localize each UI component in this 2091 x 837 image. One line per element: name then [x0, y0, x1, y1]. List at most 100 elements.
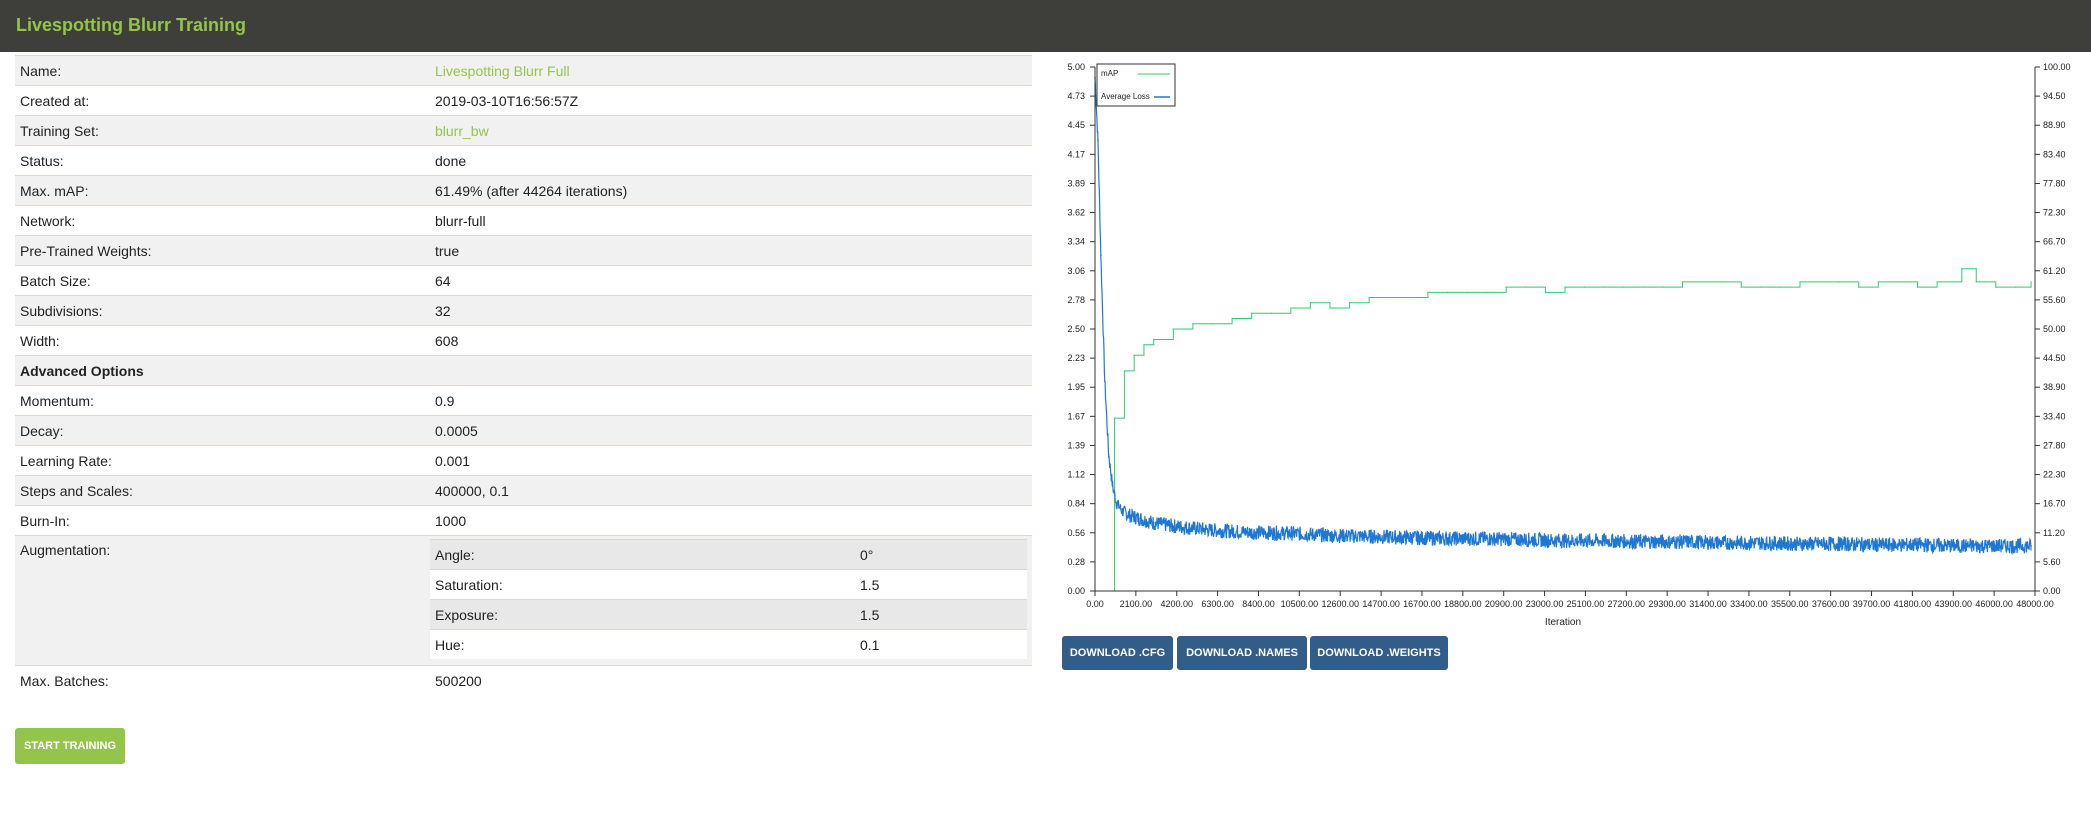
detail-key: Burn-In: [15, 505, 430, 536]
series-map-point [1505, 286, 1507, 288]
advanced-options-row: Advanced Options [15, 355, 1032, 386]
series-loss-line [1094, 77, 2032, 556]
y-right-tick-label: 77.80 [2043, 178, 2066, 188]
aug-key: Hue: [430, 629, 855, 659]
series-loss-point [1152, 522, 1155, 524]
aug-key: Saturation: [430, 569, 855, 600]
series-loss-point [1838, 543, 1840, 545]
series-map-point [1760, 286, 1762, 288]
series-map-point [1348, 302, 1351, 304]
series-loss-point [1192, 527, 1194, 529]
download-weights-button[interactable]: DOWNLOAD .WEIGHTS [1310, 636, 1448, 670]
y-right-tick-label: 22.30 [2043, 470, 2066, 480]
detail-key: Momentum: [15, 385, 430, 416]
detail-value: blurr-full [430, 205, 1032, 236]
training-chart-svg: 0.00 0.28 0.56 0.84 1.12 1.39 1.67 1.95 2.23 2.50… [1067, 62, 2070, 628]
series-map-point [1466, 291, 1468, 293]
y-right-tick-label: 44.50 [2043, 353, 2066, 363]
x-tick-label: 8400.00 [1242, 599, 1275, 609]
y-left-tick-label: 3.62 [1067, 208, 1085, 218]
series-loss-point [1115, 502, 1118, 504]
series-loss-point [1129, 514, 1132, 517]
aug-row-exposure: Exposure: 1.5 [430, 599, 1027, 630]
series-map-point [1623, 286, 1625, 288]
x-tick-label: 43900.00 [1934, 599, 1972, 609]
detail-row-subdivisions: Subdivisions: 32 [15, 295, 1032, 326]
series-map-point [1721, 281, 1723, 283]
detail-row-pretrained: Pre-Trained Weights: true [15, 235, 1032, 266]
y-left-tick-label: 1.12 [1067, 470, 1085, 480]
download-cfg-button[interactable]: DOWNLOAD .CFG [1062, 636, 1173, 670]
x-tick-label: 41800.00 [1894, 599, 1932, 609]
detail-row-max-batches: Max. Batches: 500200 [15, 665, 1032, 695]
series-map-point [1446, 291, 1449, 293]
detail-row-status: Status: done [15, 145, 1032, 176]
y-left-tick-label: 3.89 [1067, 178, 1085, 188]
detail-row-name: Name: Livespotting Blurr Full [15, 55, 1032, 86]
detail-key: Max. Batches: [15, 665, 430, 695]
series-map-point [1388, 296, 1390, 299]
aug-key: Exposure: [430, 599, 855, 630]
legend-label-map: mAP [1101, 69, 1118, 78]
x-tick-label: 20900.00 [1485, 599, 1523, 609]
series-loss-point [1290, 532, 1292, 535]
x-tick-label: 16700.00 [1403, 599, 1441, 609]
detail-row-width: Width: 608 [15, 325, 1032, 356]
y-left-tick-label: 4.45 [1067, 120, 1085, 130]
download-names-button[interactable]: DOWNLOAD .NAMES [1177, 636, 1307, 670]
y-left-tick-label: 1.95 [1067, 382, 1085, 392]
legend-label-loss: Average Loss [1101, 92, 1150, 101]
series-loss-point [1368, 535, 1370, 538]
detail-key: Width: [15, 325, 430, 356]
series-loss-point [1139, 517, 1141, 520]
series-loss-point [1111, 485, 1114, 488]
series-map-point [1133, 354, 1135, 356]
detail-key: Steps and Scales: [15, 475, 430, 506]
detail-row-learning-rate: Learning Rate: 0.001 [15, 445, 1032, 476]
series-map-point [1916, 286, 1919, 288]
series-map-point [1838, 281, 1840, 283]
y-left-tick-label: 3.06 [1067, 266, 1085, 276]
series-loss-point [1485, 537, 1488, 540]
series-map-point [1564, 286, 1566, 288]
series-map-point [1251, 312, 1253, 314]
detail-key: Created at: [15, 85, 430, 116]
detail-key: Decay: [15, 415, 430, 446]
series-map-point [1877, 281, 1879, 283]
detail-row-network: Network: blurr-full [15, 205, 1032, 236]
x-tick-label: 48000.00 [2016, 599, 2054, 609]
detail-key: Status: [15, 145, 430, 176]
series-map-point [1113, 417, 1116, 419]
detail-row-training-set: Training Set: blurr_bw [15, 115, 1032, 146]
y-right-tick-label: 72.30 [2043, 208, 2066, 218]
x-tick-label: 33400.00 [1730, 599, 1768, 609]
x-tick-label: 27200.00 [1608, 599, 1646, 609]
detail-key: Batch Size: [15, 265, 430, 296]
y-right-tick-label: 55.60 [2043, 295, 2066, 305]
detail-key: Max. mAP: [15, 175, 430, 206]
series-loss-point [1955, 545, 1958, 547]
series-map-point [1961, 268, 1963, 270]
network-name-link[interactable]: Livespotting Blurr Full [435, 62, 570, 79]
aug-value: 1.5 [855, 599, 1027, 630]
start-training-button[interactable]: START TRAINING [15, 728, 125, 764]
series-map-point [1192, 323, 1194, 325]
series-map-point [1123, 370, 1125, 372]
detail-key: Augmentation: [15, 535, 430, 666]
series-map-point [1525, 286, 1527, 288]
detail-key: Training Set: [15, 115, 430, 146]
y-left-tick-label: 4.73 [1067, 91, 1085, 101]
y-right-tick-label: 61.20 [2043, 266, 2066, 276]
y-left-tick-label: 0.56 [1067, 528, 1085, 538]
y-left-tick-label: 0.00 [1067, 586, 1085, 596]
y-right-tick-label: 38.90 [2043, 382, 2066, 392]
detail-key: Pre-Trained Weights: [15, 235, 430, 266]
x-tick-label: 37600.00 [1812, 599, 1850, 609]
detail-value: 0.001 [430, 445, 1032, 476]
series-loss-point [1916, 544, 1919, 546]
x-tick-label: 25100.00 [1567, 599, 1605, 609]
series-map-point [1270, 312, 1272, 314]
series-loss-point [1564, 539, 1566, 542]
training-set-link[interactable]: blurr_bw [435, 122, 489, 139]
series-loss-point [1720, 541, 1723, 544]
